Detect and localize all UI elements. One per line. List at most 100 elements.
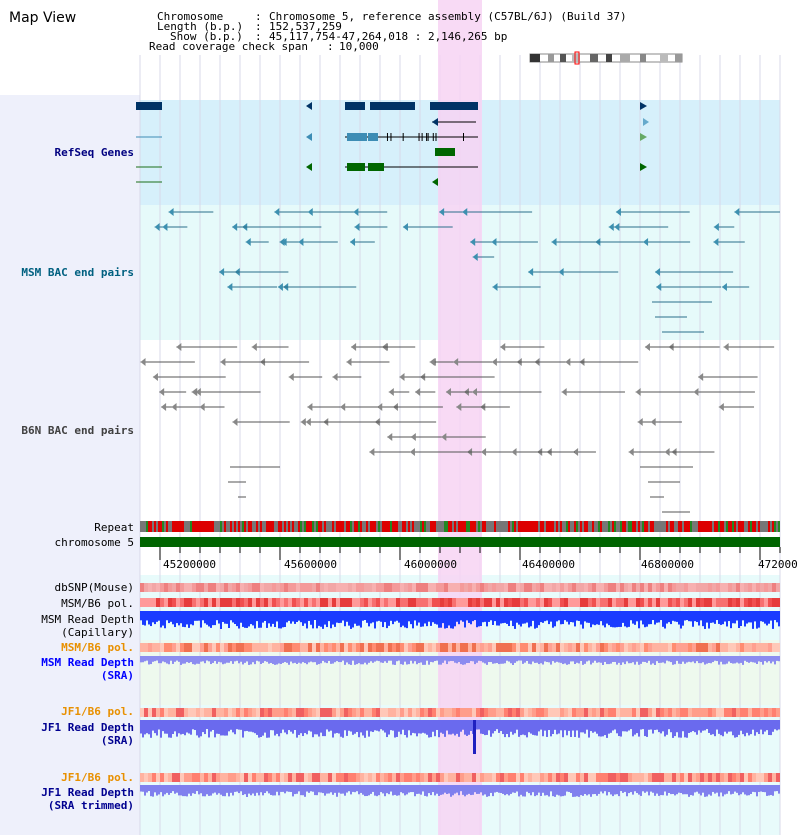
msm-pol-heat-cell: [552, 598, 556, 607]
jf1-sra-depth-bar: [674, 720, 676, 737]
msm-capillary-depth-bar: [220, 611, 222, 629]
jf1-sra-depth-bar: [536, 720, 538, 736]
track-label-b6n-bac[interactable]: B6N BAC end pairs: [21, 424, 134, 437]
msm-pol-heat-cell: [532, 598, 536, 607]
msm-pol-heat-cell: [180, 598, 184, 607]
msm-sra-pol-heat-cell: [472, 643, 476, 652]
msm-pol-heat-cell: [200, 598, 204, 607]
jf1-trim-depth-bar: [778, 785, 780, 794]
msm-sra-depth-bar: [472, 656, 474, 662]
msm-capillary-depth-bar: [658, 611, 660, 623]
jf1-trim-depth-bar: [522, 785, 524, 797]
repeat-segment: [190, 521, 192, 532]
repeat-segment: [686, 521, 688, 532]
msm-sra-pol-heat-cell: [500, 643, 504, 652]
msm-capillary-depth-bar: [440, 611, 442, 628]
jf1-sra-depth-bar: [694, 720, 696, 733]
dbsnp-heat-cell: [144, 583, 148, 592]
repeat-segment: [600, 521, 602, 532]
dbsnp-heat-cell: [300, 583, 304, 592]
jf1-trim-depth-bar: [544, 785, 546, 796]
msm-sra-pol-heat-cell: [240, 643, 244, 652]
msm-capillary-depth-bar: [186, 611, 188, 625]
jf1-trim-pol-heat-cell: [332, 773, 336, 782]
repeat-segment: [188, 521, 190, 532]
jf1-sra-depth-bar: [316, 720, 318, 735]
msm-capillary-depth-bar: [420, 611, 422, 627]
jf1-trim-depth-bar: [728, 785, 730, 792]
msm-sra-pol-heat-cell: [196, 643, 200, 652]
jf1-trim-depth-bar: [264, 785, 266, 794]
jf1-sra-depth-bar: [580, 720, 582, 733]
msm-sra-pol-heat-cell: [444, 643, 448, 652]
track-label-msm-bac[interactable]: MSM BAC end pairs: [21, 266, 134, 279]
msm-capillary-depth-bar: [652, 611, 654, 621]
repeat-segment: [492, 521, 494, 532]
jf1-trim-pol-heat-cell: [200, 773, 204, 782]
dbsnp-heat-cell: [444, 583, 448, 592]
jf1-sra-pol-heat-cell: [428, 708, 432, 717]
track-label-msm-b6-pol-sra: MSM/B6 pol.: [61, 641, 134, 654]
msm-sra-depth-bar: [358, 656, 360, 664]
jf1-trim-depth-bar: [398, 785, 400, 796]
msm-sra-depth-bar: [516, 656, 518, 662]
msm-capillary-depth-bar: [178, 611, 180, 626]
jf1-sra-pol-heat-cell: [356, 708, 360, 717]
jf1-sra-pol-heat-cell: [712, 708, 716, 717]
msm-sra-depth-bar: [622, 656, 624, 663]
msm-capillary-depth-bar: [614, 611, 616, 628]
msm-pol-heat-cell: [724, 598, 728, 607]
msm-sra-depth-bar: [606, 656, 608, 665]
jf1-trim-depth-bar: [630, 785, 632, 793]
jf1-sra-pol-heat-cell: [328, 708, 332, 717]
msm-sra-pol-heat-cell: [412, 643, 416, 652]
repeat-segment: [734, 521, 736, 532]
repeat-segment: [726, 521, 728, 532]
jf1-sra-depth-bar: [376, 720, 378, 731]
msm-sra-depth-bar: [294, 656, 296, 663]
repeat-segment: [238, 521, 240, 532]
jf1-trim-depth-bar: [660, 785, 662, 796]
msm-sra-depth-bar: [462, 656, 464, 665]
repeat-segment: [644, 521, 646, 532]
msm-capillary-depth-bar: [230, 611, 232, 621]
msm-sra-depth-bar: [768, 656, 770, 662]
jf1-sra-pol-heat-cell: [680, 708, 684, 717]
msm-sra-depth-bar: [148, 656, 150, 665]
repeat-segment: [400, 521, 402, 532]
jf1-sra-depth-bar: [304, 720, 306, 734]
jf1-trim-depth-bar: [244, 785, 246, 795]
msm-sra-pol-heat-cell: [232, 643, 236, 652]
track-label-refseq-genes[interactable]: RefSeq Genes: [54, 146, 134, 159]
msm-pol-heat-cell: [404, 598, 408, 607]
msm-sra-depth-bar: [224, 656, 226, 664]
jf1-sra-depth-bar: [288, 720, 290, 731]
repeat-segment: [642, 521, 644, 532]
jf1-trim-depth-bar: [216, 785, 218, 795]
msm-sra-depth-bar: [316, 656, 318, 665]
msm-capillary-depth-bar: [260, 611, 262, 628]
msm-pol-heat-cell: [568, 598, 572, 607]
jf1-sra-depth-bar: [388, 720, 390, 735]
jf1-trim-depth-bar: [470, 785, 472, 796]
jf1-sra-depth-bar: [634, 720, 636, 735]
msm-pol-heat-cell: [208, 598, 212, 607]
jf1-trim-depth-bar: [498, 785, 500, 793]
msm-capillary-depth-bar: [624, 611, 626, 627]
jf1-sra-depth-bar: [750, 720, 752, 735]
repeat-segment: [416, 521, 418, 532]
msm-pol-heat-cell: [312, 598, 316, 607]
jf1-trim-pol-heat-cell: [432, 773, 436, 782]
jf1-sra-depth-bar: [520, 720, 522, 736]
msm-capillary-depth-bar: [722, 611, 724, 625]
jf1-trim-pol-heat-cell: [580, 773, 584, 782]
jf1-trim-depth-bar: [548, 785, 550, 797]
msm-sra-depth-bar: [546, 656, 548, 662]
msm-capillary-depth-bar: [638, 611, 640, 629]
jf1-sra-pol-heat-cell: [420, 708, 424, 717]
b6n-bac-end: [377, 403, 383, 411]
jf1-trim-depth-bar: [720, 785, 722, 793]
msm-capillary-depth-bar: [718, 611, 720, 624]
dbsnp-heat-cell: [744, 583, 748, 592]
